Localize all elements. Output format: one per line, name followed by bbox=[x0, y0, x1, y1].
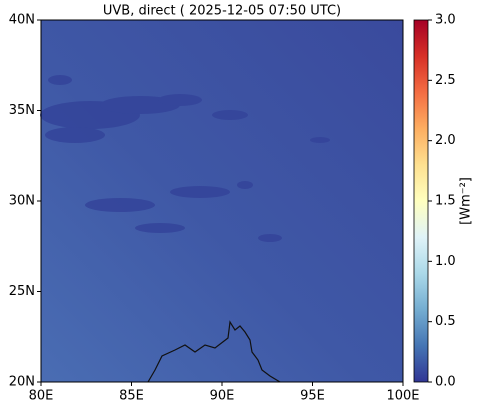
colorbar-tick-label: 0.0 bbox=[435, 375, 456, 390]
x-tick-label: 85E bbox=[119, 389, 144, 404]
colorbar-tick-label: 1.0 bbox=[435, 254, 456, 269]
y-tick-label: 35N bbox=[9, 103, 35, 118]
x-tick-label: 100E bbox=[386, 389, 419, 404]
clouds bbox=[40, 75, 330, 242]
chart-title: UVB, direct ( 2025-12-05 07:50 UTC) bbox=[103, 4, 341, 19]
map-field bbox=[40, 20, 403, 383]
colorbar bbox=[413, 19, 429, 383]
colorbar-tick-label: 1.5 bbox=[435, 194, 456, 209]
colorbar-tick-label: 2.0 bbox=[435, 133, 456, 148]
y-tick-label: 20N bbox=[9, 375, 35, 390]
y-tick-label: 25N bbox=[9, 284, 35, 299]
x-tick-label: 95E bbox=[300, 389, 325, 404]
y-tick-label: 40N bbox=[9, 13, 35, 28]
y-tick-label: 30N bbox=[9, 194, 35, 209]
colorbar-tick-label: 3.0 bbox=[435, 13, 456, 28]
x-tick-label: 90E bbox=[210, 389, 235, 404]
coastline bbox=[147, 320, 281, 383]
colorbar-tick-label: 2.5 bbox=[435, 73, 456, 88]
x-tick-label: 80E bbox=[29, 389, 54, 404]
colorbar-tick-label: 0.5 bbox=[435, 314, 456, 329]
colorbar-label: [Wm⁻²] bbox=[459, 177, 474, 225]
